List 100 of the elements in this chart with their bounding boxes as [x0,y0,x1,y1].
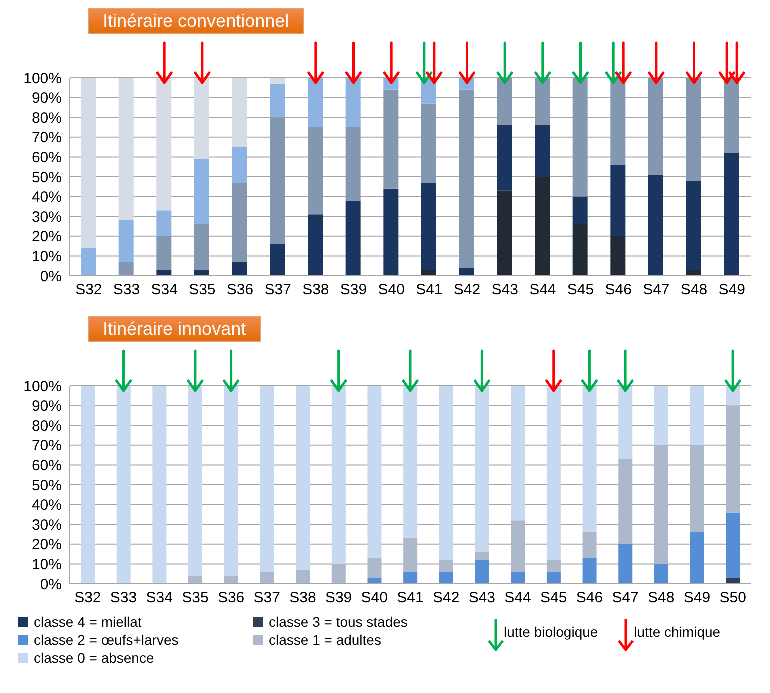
x-tick-label: S49 [684,590,711,607]
y-tick-label: 70% [32,130,62,147]
bar [724,78,740,154]
bar [81,248,96,276]
x-tick-label: S36 [218,590,245,607]
legend-label: classe 2 = œufs+larves [34,632,179,648]
bar [404,572,418,584]
y-tick-label: 40% [32,189,62,206]
bar [194,159,210,225]
x-tick-label: S35 [182,590,209,607]
x-tick-label: S34 [151,282,178,299]
bar [156,270,172,276]
bar [546,560,561,572]
bar [726,406,740,513]
bar [118,262,134,276]
x-tick-label: S37 [254,590,280,607]
bar [332,386,346,564]
x-tick-label: S36 [226,282,254,299]
y-tick-label: 20% [32,536,62,554]
bar [308,214,323,276]
bar [270,244,286,276]
bar [648,175,664,276]
bar [610,78,626,166]
x-tick-label: S37 [264,282,292,299]
x-tick-label: S49 [718,282,746,299]
x-tick-label: S50 [720,590,746,607]
bar [686,270,702,276]
bar [296,570,310,584]
bar [404,386,418,538]
x-tick-label: S46 [605,282,632,299]
bar [511,386,526,521]
x-tick-label: S32 [76,282,102,299]
bar [439,560,454,572]
bar [475,560,490,584]
bar [724,153,740,276]
bar [422,270,436,276]
bar [690,532,704,584]
legend-label: classe 0 = absence [34,650,154,666]
bar [156,78,172,211]
bar [511,572,526,584]
bar [346,128,361,201]
bar [572,196,588,225]
bar [384,90,399,189]
bar [654,564,668,584]
y-tick-label: 80% [32,418,62,435]
bar [686,78,702,181]
x-tick-label: S47 [643,282,670,299]
bar [308,128,323,215]
bar [618,459,633,544]
bar [422,182,436,270]
x-tick-label: S41 [397,590,424,607]
y-tick-label: 90% [32,90,62,108]
x-tick-label: S40 [378,282,405,299]
y-tick-label: 30% [32,208,62,226]
bar [546,572,561,584]
bar [511,520,526,572]
bar [686,180,702,270]
bar [118,220,134,262]
x-tick-label: S45 [567,282,594,299]
bar [384,188,399,276]
bar [690,445,704,533]
bar [618,386,633,460]
bar [368,578,382,584]
bar [618,544,633,584]
bar [439,572,454,584]
x-tick-label: S43 [492,282,518,299]
y-tick-label: 10% [32,556,62,574]
chart-title: Itinéraire conventionnel [88,8,304,34]
y-tick-label: 40% [32,497,62,514]
bar [726,512,740,578]
bar [116,386,131,584]
y-tick-label: 100% [24,70,62,88]
x-tick-label: S33 [110,590,138,607]
x-tick-label: S33 [113,282,140,299]
bar [260,572,274,584]
bar [224,576,238,584]
bar [81,386,95,584]
bar [497,190,512,276]
legend-label: classe 4 = miellat [34,614,142,630]
bar [726,578,740,584]
x-tick-label: S44 [504,590,532,607]
bar [439,386,454,560]
x-tick-label: S42 [432,590,460,607]
y-tick-label: 0% [40,576,62,594]
bar [404,538,418,572]
bar [654,445,668,564]
bar [582,558,597,584]
bar [654,386,668,446]
x-tick-label: S46 [576,590,604,607]
y-tick-label: 20% [32,228,62,246]
bar [232,182,248,262]
bar [610,165,626,236]
bar [475,552,490,560]
bar [582,386,597,533]
bar [156,236,172,270]
x-tick-label: S32 [74,590,102,607]
x-tick-label: S42 [454,282,481,299]
bar [497,78,512,126]
bar [422,104,436,183]
bar [308,78,323,128]
